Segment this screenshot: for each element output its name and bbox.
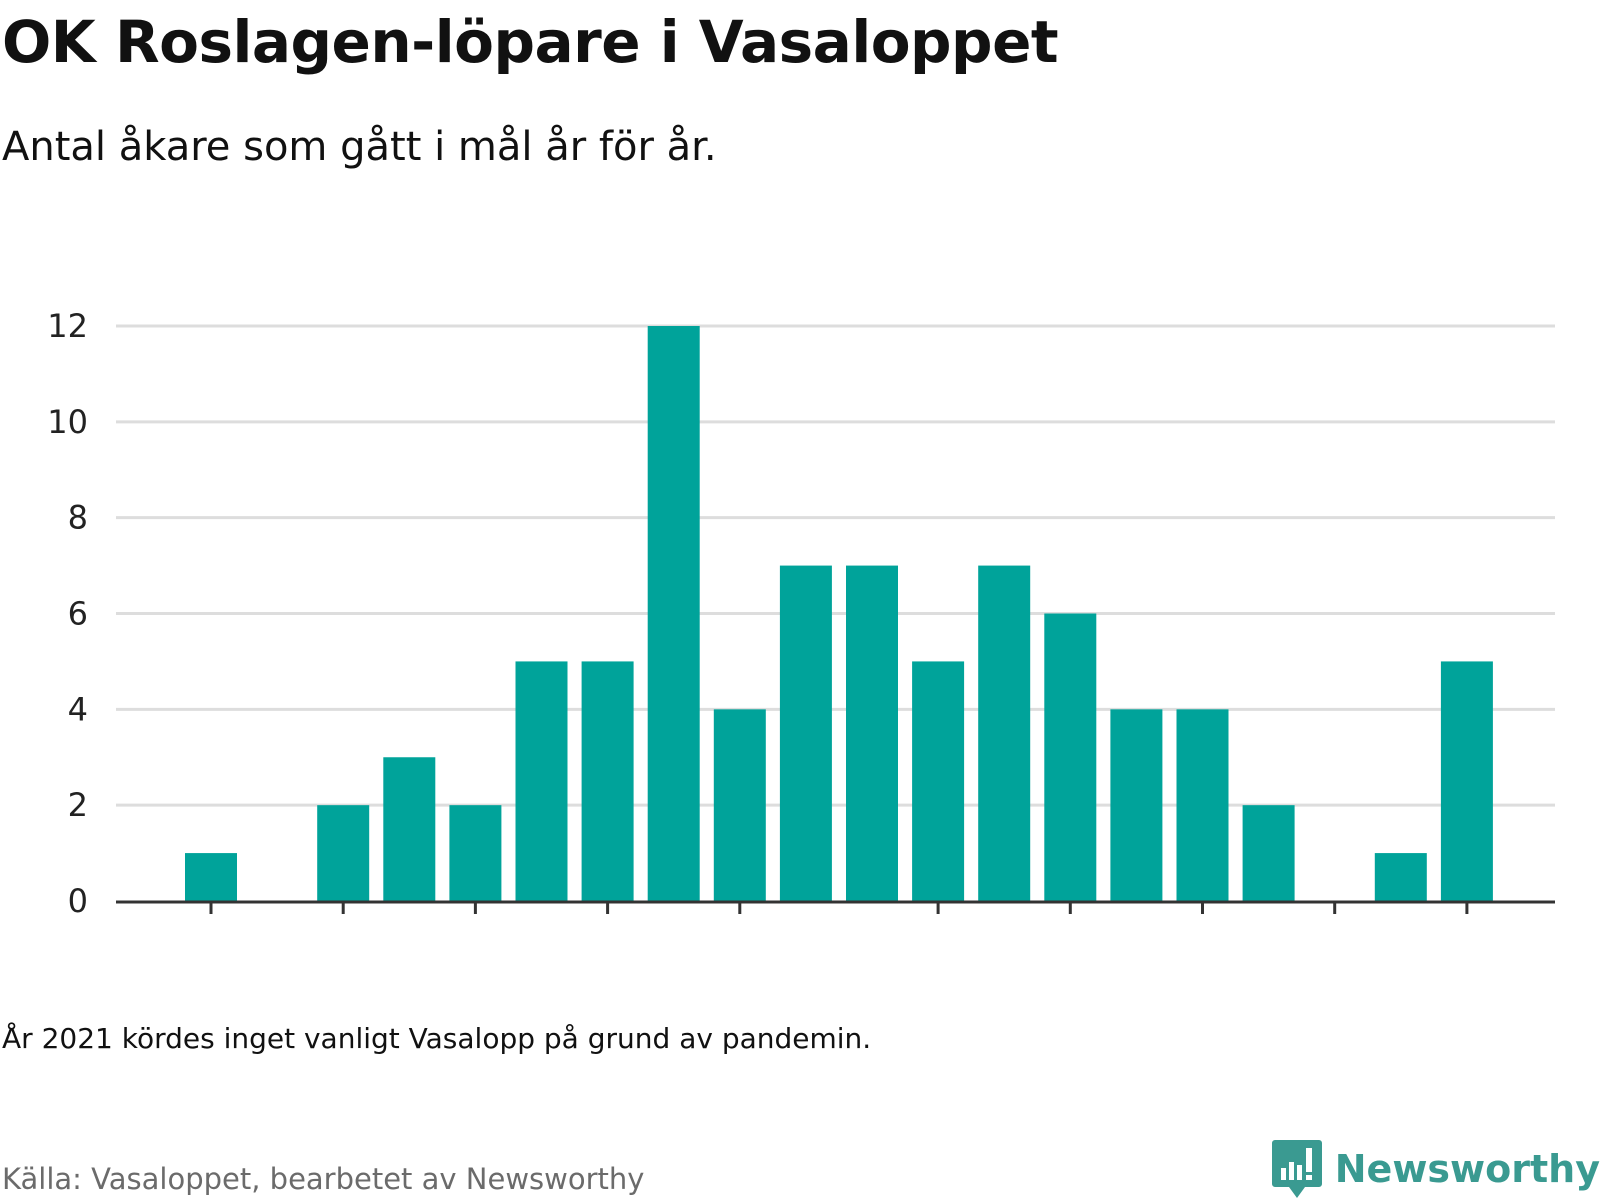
bar-2007: [383, 757, 436, 901]
chart-subtitle: Antal åkare som gått i mål år för år.: [2, 124, 717, 170]
bar-chart: 0 2 4 6 8 10 12 2004 2006 2008 2010 2012 2015 2017 201…: [47, 307, 1555, 930]
brand-logo: Newsworthy: [1271, 1138, 1600, 1200]
source-credit: Källa: Vasaloppet, bearbetet av Newswort…: [2, 1162, 645, 1196]
x-tick-label: 2008: [435, 927, 516, 930]
x-tick-label: 2012: [699, 927, 780, 930]
bar-2020: [1242, 805, 1295, 901]
bar-2019: [1176, 709, 1229, 901]
x-tick-label: 2021: [1294, 927, 1375, 930]
y-tick-label: 2: [68, 786, 88, 824]
gridlines: [116, 324, 1555, 807]
x-tick-label: 2010: [567, 927, 648, 930]
bar-2022: [1374, 853, 1427, 901]
bar-2009: [515, 661, 568, 901]
bar-2006: [317, 805, 370, 901]
x-tick-label: 2015: [897, 927, 978, 930]
bar-2010: [581, 661, 634, 901]
axes: 0 2 4 6 8 10 12 2004 2006 2008 2010 2012 2015 2017 201…: [47, 307, 1555, 930]
brand-name: Newsworthy: [1334, 1147, 1600, 1191]
x-tick-label: 2006: [302, 927, 383, 930]
bar-2008: [449, 805, 502, 901]
bar-2004: [185, 853, 237, 901]
bar-2017: [1044, 613, 1097, 901]
bar-2011: [647, 326, 700, 901]
bar-2012: [713, 709, 766, 901]
y-tick-label: 6: [68, 595, 88, 633]
y-tick-label: 4: [68, 690, 88, 728]
chart-note: År 2021 kördes inget vanligt Vasalopp på…: [2, 1022, 872, 1055]
x-tick-label: 2023: [1426, 927, 1507, 930]
y-tick-label: 10: [47, 403, 88, 441]
y-tick-label: 12: [47, 307, 88, 345]
bar-2014: [846, 565, 898, 901]
bars: [185, 326, 1493, 901]
y-tick-label: 0: [68, 882, 88, 920]
bar-2023: [1440, 661, 1493, 901]
x-tick-label: 2004: [170, 927, 251, 930]
bar-2018: [1110, 709, 1163, 901]
bar-2016: [978, 565, 1031, 901]
bar-2013: [779, 565, 832, 901]
x-tick-label: 2017: [1030, 927, 1111, 930]
x-tick-label: 2019: [1162, 927, 1243, 930]
bar-2015: [912, 661, 965, 901]
chart-title: OK Roslagen-löpare i Vasaloppet: [2, 8, 1059, 76]
y-tick-label: 8: [68, 499, 88, 537]
newsworthy-logo-icon: [1271, 1140, 1322, 1198]
